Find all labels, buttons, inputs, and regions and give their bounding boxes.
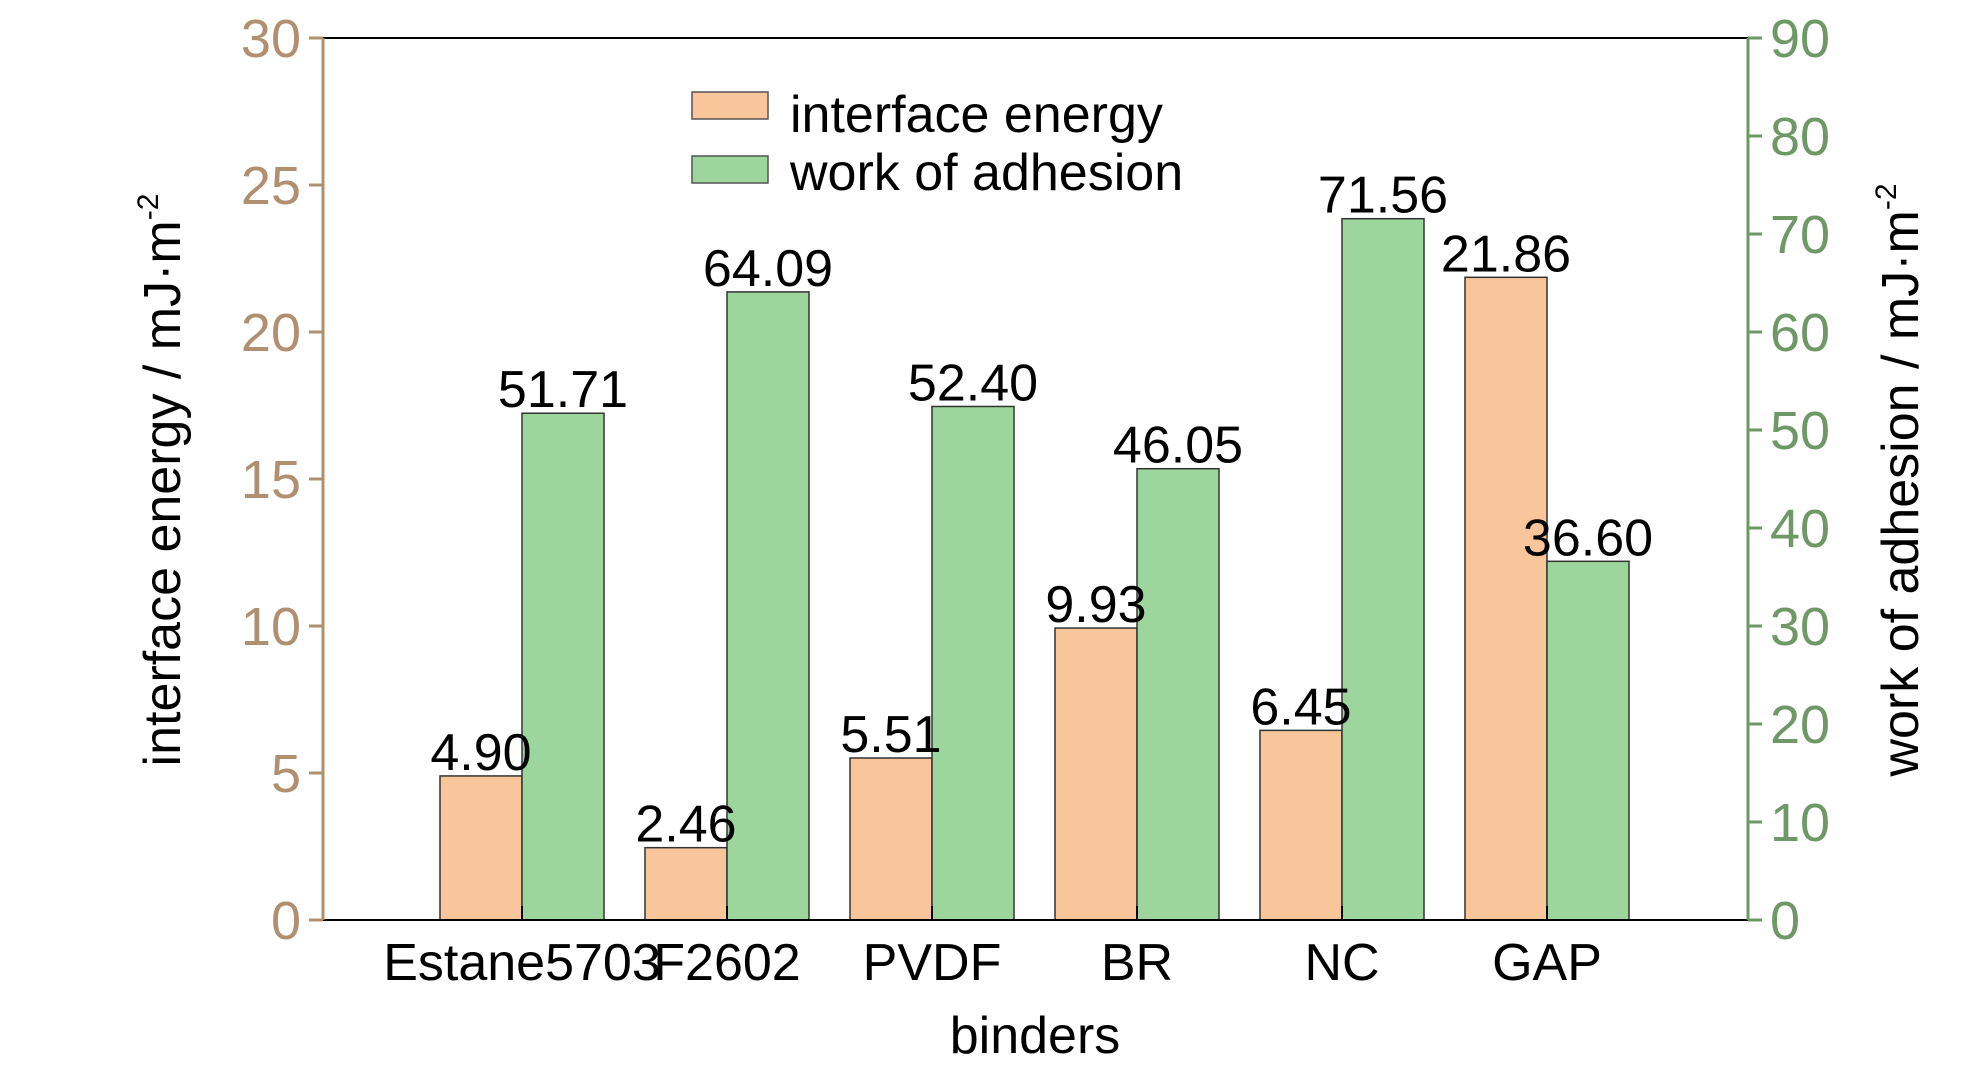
left-tick-label-10: 10 <box>241 597 301 657</box>
right-tick-label-70: 70 <box>1770 205 1830 265</box>
right-y-axis-label: work of adhesion / mJ·m-2 <box>1870 183 1930 777</box>
bar-interface-energy-nc <box>1260 730 1342 920</box>
right-tick-label-90: 90 <box>1770 9 1830 69</box>
data-label-interface-energy-br: 9.93 <box>1045 576 1146 634</box>
left-tick-label-20: 20 <box>241 303 301 363</box>
data-label-work-of-adhesion-pvdf: 52.40 <box>908 354 1038 412</box>
right-tick-label-40: 40 <box>1770 499 1830 559</box>
bar-work-of-adhesion-nc <box>1342 219 1424 920</box>
right-tick-label-20: 20 <box>1770 695 1830 755</box>
legend-swatch-interface-energy <box>692 92 768 119</box>
data-label-interface-energy-estane5703: 4.90 <box>430 724 531 782</box>
left-tick-label-30: 30 <box>241 9 301 69</box>
right-y-axis-label-text: work of adhesion / mJ·m <box>1872 210 1930 777</box>
right-tick-label-50: 50 <box>1770 401 1830 461</box>
category-label-br: BR <box>1101 934 1173 992</box>
data-label-interface-energy-pvdf: 5.51 <box>840 706 941 764</box>
bar-work-of-adhesion-pvdf <box>932 406 1014 920</box>
left-y-axis-label: interface energy / mJ·m-2 <box>132 194 192 767</box>
category-label-f2602: F2602 <box>653 934 800 992</box>
data-label-work-of-adhesion-br: 46.05 <box>1113 417 1243 475</box>
left-ticks-group: 0 5 10 15 20 25 30 <box>241 9 323 951</box>
legend-label-work-of-adhesion: work of adhesion <box>789 144 1183 202</box>
left-y-axis-label-exponent: -2 <box>132 194 165 221</box>
data-label-work-of-adhesion-estane5703: 51.71 <box>498 361 628 419</box>
right-ticks-group: 0 10 20 30 40 50 60 70 80 90 <box>1748 9 1830 951</box>
x-axis-label: binders <box>950 1007 1121 1063</box>
bar-work-of-adhesion-estane5703 <box>522 413 604 920</box>
category-label-estane5703: Estane5703 <box>383 934 661 992</box>
bar-interface-energy-gap <box>1465 277 1547 920</box>
category-label-nc: NC <box>1304 934 1379 992</box>
left-y-axis-label-text: interface energy / mJ·m <box>134 220 192 766</box>
category-label-gap: GAP <box>1492 934 1602 992</box>
data-label-work-of-adhesion-gap: 36.60 <box>1523 509 1653 567</box>
category-label-pvdf: PVDF <box>863 934 1002 992</box>
bar-work-of-adhesion-gap <box>1547 561 1629 920</box>
right-tick-label-30: 30 <box>1770 597 1830 657</box>
right-y-axis-label-exponent: -2 <box>1870 183 1903 210</box>
bar-interface-energy-pvdf <box>850 758 932 920</box>
right-tick-label-0: 0 <box>1770 891 1800 951</box>
bar-interface-energy-estane5703 <box>440 776 522 920</box>
left-tick-label-5: 5 <box>271 744 301 804</box>
legend-label-interface-energy: interface energy <box>790 86 1163 144</box>
bar-work-of-adhesion-br <box>1137 469 1219 920</box>
left-tick-label-0: 0 <box>271 891 301 951</box>
right-tick-label-10: 10 <box>1770 793 1830 853</box>
legend-swatch-work-of-adhesion <box>692 156 768 183</box>
bar-interface-energy-f2602 <box>645 848 727 920</box>
left-tick-label-25: 25 <box>241 156 301 216</box>
data-label-work-of-adhesion-f2602: 64.09 <box>703 240 833 298</box>
data-label-interface-energy-f2602: 2.46 <box>635 796 736 854</box>
right-tick-label-80: 80 <box>1770 107 1830 167</box>
left-tick-label-15: 15 <box>241 450 301 510</box>
data-label-interface-energy-gap: 21.86 <box>1441 225 1571 283</box>
right-tick-label-60: 60 <box>1770 303 1830 363</box>
data-label-work-of-adhesion-nc: 71.56 <box>1318 167 1448 225</box>
bar-interface-energy-br <box>1055 628 1137 920</box>
data-label-interface-energy-nc: 6.45 <box>1250 678 1351 736</box>
bar-work-of-adhesion-f2602 <box>727 292 809 920</box>
